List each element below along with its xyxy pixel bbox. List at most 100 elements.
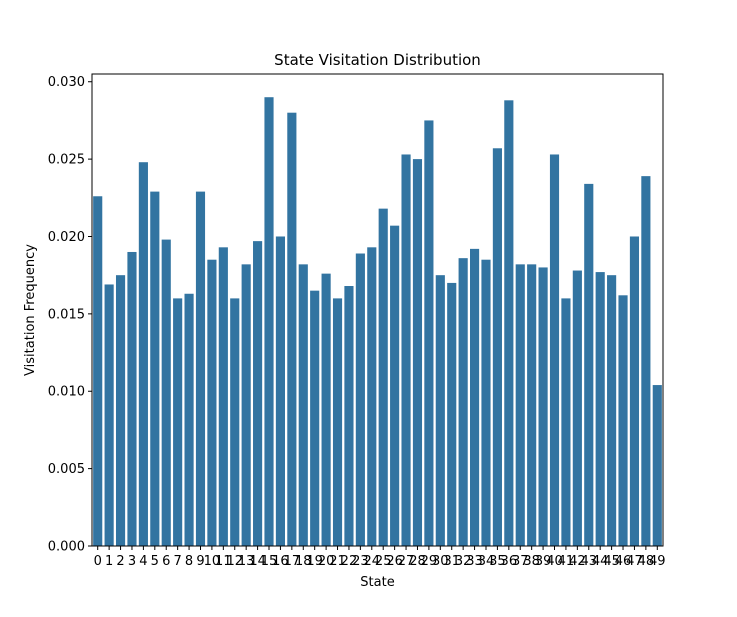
bar-state-49 xyxy=(652,385,662,546)
axes-frame xyxy=(91,73,664,547)
bar-state-17 xyxy=(287,112,297,546)
x-tick-label-41: 41 xyxy=(558,554,575,569)
x-tick-label-36: 36 xyxy=(501,554,518,569)
x-tick-label-33: 33 xyxy=(466,554,483,569)
bar-state-46 xyxy=(618,295,628,546)
bar-state-26 xyxy=(390,225,400,546)
bar-state-44 xyxy=(595,272,605,546)
bar-state-6 xyxy=(161,239,171,546)
x-tick-label-32: 32 xyxy=(455,554,472,569)
bar-state-9 xyxy=(195,191,206,547)
x-tick-label-42: 42 xyxy=(569,554,586,569)
bar-state-48 xyxy=(641,176,651,546)
x-tick-label-12: 12 xyxy=(226,554,243,569)
y-tick-label: 0.015 xyxy=(48,307,85,322)
bar-state-40 xyxy=(549,154,560,546)
x-tick-label-21: 21 xyxy=(329,554,346,569)
x-tick-label-9: 9 xyxy=(196,554,204,569)
bars-group xyxy=(93,97,662,547)
y-tick-label: 0.000 xyxy=(48,540,85,555)
x-tick-label-35: 35 xyxy=(489,554,506,569)
x-tick-label-1: 1 xyxy=(105,554,113,569)
bar-state-25 xyxy=(378,208,388,546)
bar-state-23 xyxy=(355,253,365,546)
x-tick-label-31: 31 xyxy=(443,554,460,569)
x-tick-label-14: 14 xyxy=(249,554,266,569)
bar-state-12 xyxy=(230,298,240,546)
x-tick-label-15: 15 xyxy=(261,554,278,569)
bar-state-20 xyxy=(321,273,331,546)
bar-state-30 xyxy=(435,275,445,546)
x-tick-label-20: 20 xyxy=(318,554,335,569)
x-tick-label-7: 7 xyxy=(174,554,182,569)
bar-state-3 xyxy=(127,251,137,546)
bar-state-2 xyxy=(115,275,126,546)
bar-state-5 xyxy=(150,191,160,547)
bar-state-8 xyxy=(184,293,194,546)
bar-state-42 xyxy=(572,270,582,546)
bar-state-29 xyxy=(424,120,434,547)
x-tick-label-3: 3 xyxy=(128,554,136,569)
bar-state-10 xyxy=(207,259,217,546)
bar-state-38 xyxy=(527,264,537,546)
bar-state-14 xyxy=(253,241,263,546)
x-tick-label-11: 11 xyxy=(215,554,232,569)
x-tick-label-0: 0 xyxy=(94,554,102,569)
bar-state-41 xyxy=(561,298,571,546)
x-tick-label-39: 39 xyxy=(535,554,552,569)
bar-state-35 xyxy=(492,148,502,546)
bar-state-28 xyxy=(412,159,423,547)
bar-state-21 xyxy=(332,298,343,546)
bar-state-11 xyxy=(218,247,228,546)
bar-state-7 xyxy=(173,298,183,546)
x-tick-label-37: 37 xyxy=(512,554,529,569)
x-tick-label-25: 25 xyxy=(375,554,392,569)
bar-state-13 xyxy=(241,264,251,546)
x-tick-label-43: 43 xyxy=(580,554,597,569)
bar-state-1 xyxy=(104,284,114,546)
y-axis-label: Visitation Frequency xyxy=(23,244,38,376)
x-tick-label-18: 18 xyxy=(295,554,312,569)
x-tick-label-44: 44 xyxy=(592,554,609,569)
bar-state-31 xyxy=(447,282,457,546)
y-tick-label: 0.030 xyxy=(48,75,85,90)
x-tick-label-24: 24 xyxy=(364,554,381,569)
x-tick-label-16: 16 xyxy=(272,554,289,569)
x-tick-label-47: 47 xyxy=(626,554,643,569)
bar-state-22 xyxy=(344,286,354,546)
bar-state-43 xyxy=(584,183,594,546)
x-tick-label-19: 19 xyxy=(306,554,323,569)
x-tick-label-34: 34 xyxy=(478,554,495,569)
y-tick-label: 0.010 xyxy=(48,385,85,400)
y-tick-label: 0.025 xyxy=(48,153,85,168)
x-tick-label-27: 27 xyxy=(398,554,415,569)
y-axis: 0.000 0.005 0.010 0.015 0.020 0.025 0.030 xyxy=(48,75,92,555)
x-tick-label-6: 6 xyxy=(162,554,170,569)
x-tick-label-40: 40 xyxy=(546,554,563,569)
x-tick-label-48: 48 xyxy=(638,554,655,569)
bar-state-36 xyxy=(504,100,514,546)
x-axis-label: State xyxy=(360,575,394,590)
x-tick-label-46: 46 xyxy=(615,554,632,569)
x-tick-label-4: 4 xyxy=(139,554,147,569)
x-tick-label-30: 30 xyxy=(432,554,449,569)
x-tick-label-10: 10 xyxy=(204,554,221,569)
x-tick-label-13: 13 xyxy=(238,554,255,569)
y-tick-label: 0.020 xyxy=(48,230,85,245)
x-tick-label-38: 38 xyxy=(523,554,540,569)
bar-state-34 xyxy=(481,259,491,546)
bar-state-32 xyxy=(458,258,468,546)
bar-state-24 xyxy=(367,247,377,546)
bar-state-18 xyxy=(298,264,308,546)
y-tick-label: 0.005 xyxy=(48,462,85,477)
x-tick-label-26: 26 xyxy=(386,554,403,569)
bar-state-27 xyxy=(401,154,411,546)
x-tick-label-22: 22 xyxy=(341,554,358,569)
x-tick-label-2: 2 xyxy=(116,554,124,569)
x-tick-label-45: 45 xyxy=(603,554,620,569)
x-tick-label-5: 5 xyxy=(151,554,159,569)
bar-state-39 xyxy=(538,267,548,546)
x-tick-label-17: 17 xyxy=(284,554,301,569)
bar-state-19 xyxy=(310,290,320,546)
